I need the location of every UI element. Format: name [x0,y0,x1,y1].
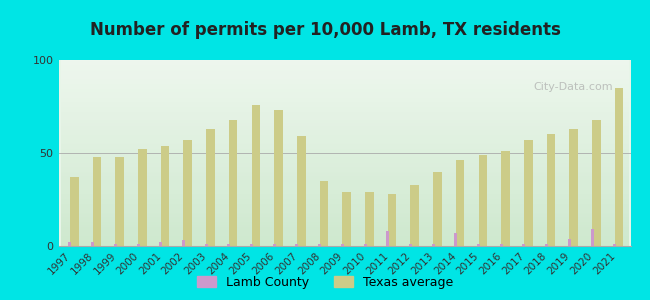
Bar [432,244,435,246]
Bar [182,240,185,246]
Bar [409,244,412,246]
Bar [477,244,480,246]
Bar [320,181,328,246]
Bar [454,233,458,246]
Bar [91,242,94,246]
Bar [273,244,276,246]
Bar [93,157,101,246]
Bar [341,244,344,246]
Bar [547,134,555,246]
Bar [250,244,253,246]
Bar [70,177,79,246]
Bar [136,244,140,246]
Bar [524,140,532,246]
Bar [161,146,170,246]
Bar [114,244,117,246]
Bar [613,244,616,246]
Bar [568,238,571,246]
Bar [433,172,442,246]
Bar [523,244,525,246]
Bar [274,110,283,246]
Bar [410,184,419,246]
Bar [183,140,192,246]
Bar [500,244,502,246]
Bar [68,242,72,246]
Bar [296,244,298,246]
Bar [115,157,124,246]
Bar [388,194,396,246]
Bar [386,231,389,246]
Bar [205,244,207,246]
Bar [229,119,237,246]
Text: City-Data.com: City-Data.com [534,82,614,92]
Bar [592,119,601,246]
Bar [545,244,548,246]
Bar [138,149,147,246]
Bar [365,192,374,246]
Bar [590,229,593,246]
Bar [297,136,306,246]
Bar [456,160,465,246]
Bar [206,129,215,246]
Bar [615,88,623,246]
Bar [227,244,230,246]
Bar [501,151,510,246]
Bar [252,105,260,246]
Legend: Lamb County, Texas average: Lamb County, Texas average [192,271,458,294]
Bar [159,242,162,246]
Bar [478,155,487,246]
Bar [569,129,578,246]
Bar [343,192,351,246]
Bar [318,244,321,246]
Bar [363,244,367,246]
Text: Number of permits per 10,000 Lamb, TX residents: Number of permits per 10,000 Lamb, TX re… [90,21,560,39]
